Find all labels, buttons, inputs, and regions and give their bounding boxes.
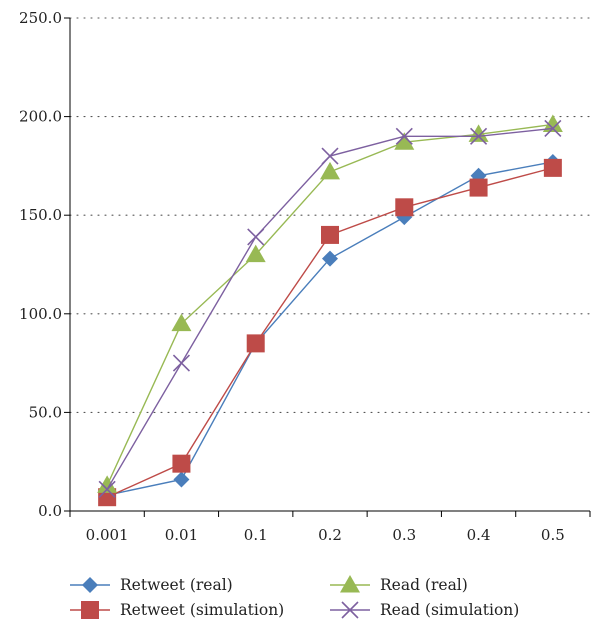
legend-item: Read (simulation) xyxy=(330,601,519,619)
series-layer xyxy=(97,114,563,507)
legend-item: Read (real) xyxy=(330,575,468,594)
legend-marker xyxy=(340,575,360,593)
x-tick-label: 0.2 xyxy=(318,526,342,544)
data-point xyxy=(172,354,190,372)
y-tick-label: 0.0 xyxy=(38,502,62,520)
y-tick-label: 50.0 xyxy=(29,403,62,421)
data-point xyxy=(98,480,116,498)
data-point xyxy=(97,475,118,493)
data-point xyxy=(395,198,414,217)
data-point xyxy=(468,124,489,142)
data-point xyxy=(470,127,488,145)
data-point xyxy=(171,313,192,332)
y-tick-label: 200.0 xyxy=(19,108,62,126)
data-point xyxy=(247,228,265,246)
data-point xyxy=(543,158,562,177)
x-tick-label: 0.3 xyxy=(392,526,416,544)
data-point xyxy=(246,334,265,353)
series-1 xyxy=(99,153,561,504)
legend-marker xyxy=(81,601,99,619)
x-tick-label: 0.4 xyxy=(467,526,491,544)
legend: Retweet (real) Retweet (simulation) Read (… xyxy=(70,575,519,619)
x-tick-label: 0.5 xyxy=(541,526,565,544)
x-tick-label: 0.01 xyxy=(165,526,198,544)
legend-item: Retweet (real) xyxy=(70,576,233,594)
series-4 xyxy=(98,119,562,498)
x-tick-label: 0.001 xyxy=(86,526,129,544)
x-tick-label: 0.1 xyxy=(244,526,268,544)
data-point xyxy=(172,454,191,473)
data-point xyxy=(544,119,562,137)
y-tick-label: 100.0 xyxy=(19,305,62,323)
series-3 xyxy=(97,114,563,493)
legend-label: Read (simulation) xyxy=(380,601,519,619)
data-point xyxy=(542,114,563,132)
legend-marker xyxy=(82,577,98,593)
data-point xyxy=(245,244,266,263)
series-2 xyxy=(98,158,562,507)
data-point xyxy=(395,127,413,145)
gridlines xyxy=(69,17,591,413)
data-point xyxy=(394,132,415,150)
legend-label: Retweet (simulation) xyxy=(120,601,284,619)
legend-label: Read (real) xyxy=(380,576,468,594)
legend-label: Retweet (real) xyxy=(120,576,233,594)
data-point xyxy=(173,471,190,488)
data-point xyxy=(321,147,339,165)
y-tick-label: 250.0 xyxy=(19,9,62,27)
data-point xyxy=(322,250,338,267)
y-tick-label: 150.0 xyxy=(19,206,62,224)
data-point xyxy=(320,161,340,180)
legend-item: Retweet (simulation) xyxy=(70,601,284,619)
data-point xyxy=(469,178,488,197)
series-line xyxy=(106,167,554,498)
data-point xyxy=(321,225,339,244)
axes: 0.0 50.0 100.0 150.0 200.0 250.0 0.001 0.01 0.1 0… xyxy=(19,9,591,544)
legend-marker xyxy=(341,601,359,619)
